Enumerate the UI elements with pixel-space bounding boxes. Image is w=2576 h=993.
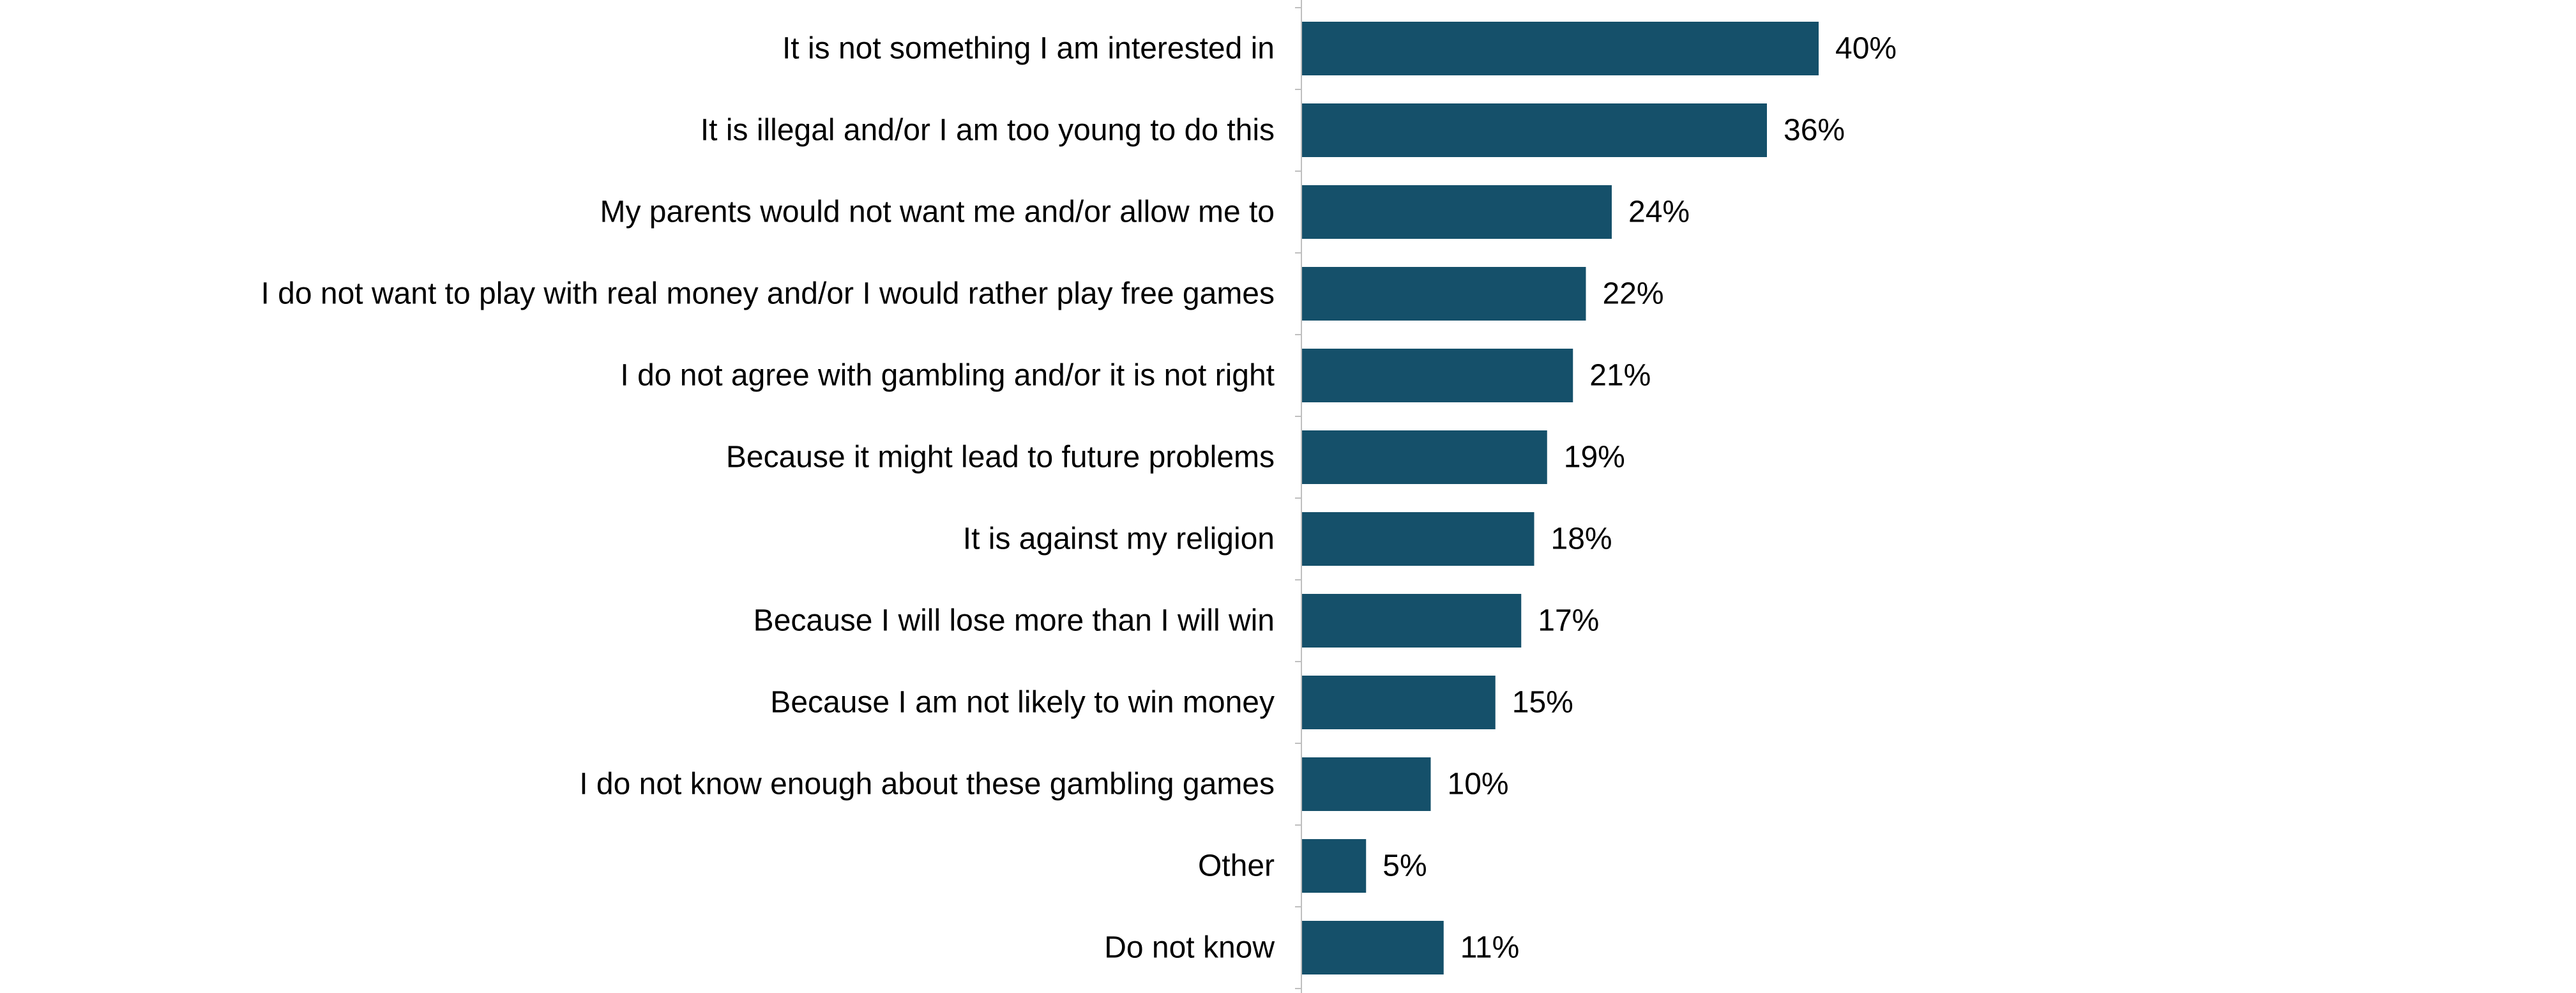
value-label: 18% xyxy=(1551,522,1612,556)
bar xyxy=(1301,349,1573,402)
bar xyxy=(1301,594,1522,648)
bars-group xyxy=(1301,22,1819,974)
category-label: Because I am not likely to win money xyxy=(770,686,1275,720)
bar xyxy=(1301,430,1547,484)
category-label: Because it might lead to future problems xyxy=(726,441,1275,474)
bar xyxy=(1301,757,1431,811)
value-label: 17% xyxy=(1538,604,1599,638)
bar xyxy=(1301,103,1767,157)
category-label: I do not know enough about these gamblin… xyxy=(579,768,1275,801)
value-label: 21% xyxy=(1589,359,1651,393)
value-label: 19% xyxy=(1564,441,1625,474)
category-label: It is illegal and/or I am too young to d… xyxy=(701,114,1275,148)
category-axis xyxy=(1295,0,1302,993)
bar xyxy=(1301,185,1612,239)
category-label: My parents would not want me and/or allo… xyxy=(600,195,1275,229)
category-label: Do not know xyxy=(1104,931,1275,965)
category-labels: It is not something I am interested in It… xyxy=(261,32,1275,965)
value-label: 24% xyxy=(1628,195,1690,229)
value-label: 11% xyxy=(1460,931,1520,965)
bar xyxy=(1301,22,1819,75)
category-label: I do not want to play with real money an… xyxy=(261,277,1275,311)
bar xyxy=(1301,512,1534,566)
bar xyxy=(1301,676,1496,729)
value-label: 22% xyxy=(1603,277,1664,311)
category-label: It is against my religion xyxy=(963,522,1275,556)
category-label: I do not agree with gambling and/or it i… xyxy=(620,359,1275,393)
value-label: 40% xyxy=(1835,32,1897,66)
category-label: It is not something I am interested in xyxy=(782,32,1275,66)
value-label: 10% xyxy=(1448,768,1509,801)
value-label: 36% xyxy=(1784,114,1845,148)
value-label: 15% xyxy=(1512,686,1573,720)
value-labels: 40% 36% 24% 22% 21% 19% 18% 17% 15% 10% 5% 11% xyxy=(1383,32,1897,965)
value-label: 5% xyxy=(1383,849,1427,883)
category-label: Other xyxy=(1198,849,1275,883)
category-label: Because I will lose more than I will win xyxy=(754,604,1275,638)
bar xyxy=(1301,921,1444,974)
bar xyxy=(1301,839,1367,893)
bar xyxy=(1301,267,1586,321)
